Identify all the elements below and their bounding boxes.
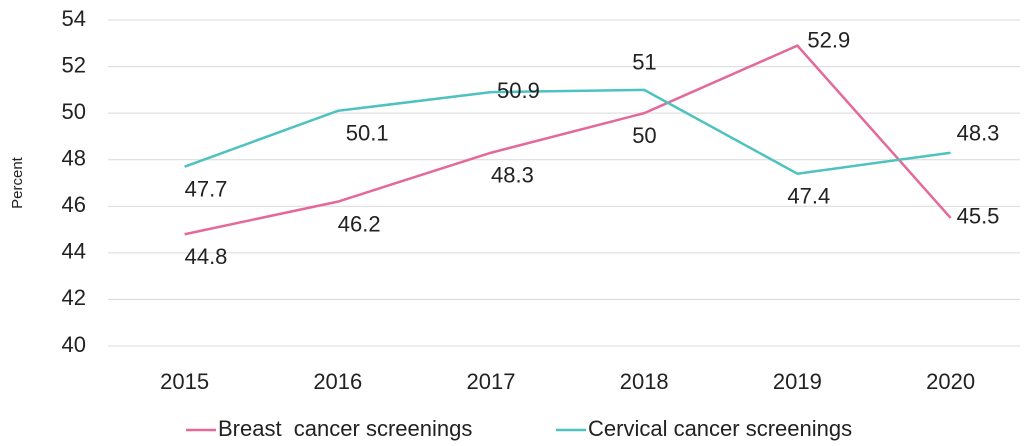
y-tick-label: 40: [62, 332, 86, 357]
x-tick-label: 2016: [313, 369, 362, 394]
data-label: 44.8: [185, 244, 228, 269]
legend-label: Breast cancer screenings: [218, 416, 472, 441]
y-tick-label: 50: [62, 99, 86, 124]
y-tick-label: 46: [62, 192, 86, 217]
y-tick-label: 42: [62, 285, 86, 310]
data-label: 47.4: [787, 183, 830, 208]
data-label: 50: [632, 123, 656, 148]
data-label: 48.3: [491, 163, 534, 188]
data-label: 47.7: [185, 177, 228, 202]
y-tick-label: 52: [62, 52, 86, 77]
y-tick-label: 48: [62, 146, 86, 171]
series-line: [184, 44, 952, 236]
x-tick-label: 2019: [773, 369, 822, 394]
x-tick-label: 2020: [926, 369, 975, 394]
x-tick-label: 2017: [467, 369, 516, 394]
data-label: 46.2: [338, 211, 381, 236]
series-line: [184, 88, 951, 175]
data-label: 51: [632, 50, 656, 75]
data-label: 52.9: [807, 27, 850, 52]
legend-label: Cervical cancer screenings: [588, 416, 852, 441]
data-label: 50.9: [497, 78, 540, 103]
data-label: 45.5: [957, 204, 1000, 229]
x-tick-label: 2015: [160, 369, 209, 394]
y-axis-label: Percent: [9, 156, 26, 209]
x-tick-label: 2018: [620, 369, 669, 394]
y-tick-label: 54: [62, 6, 86, 31]
data-label: 48.3: [957, 121, 1000, 146]
data-label: 50.1: [346, 121, 389, 146]
y-tick-label: 44: [62, 239, 86, 264]
